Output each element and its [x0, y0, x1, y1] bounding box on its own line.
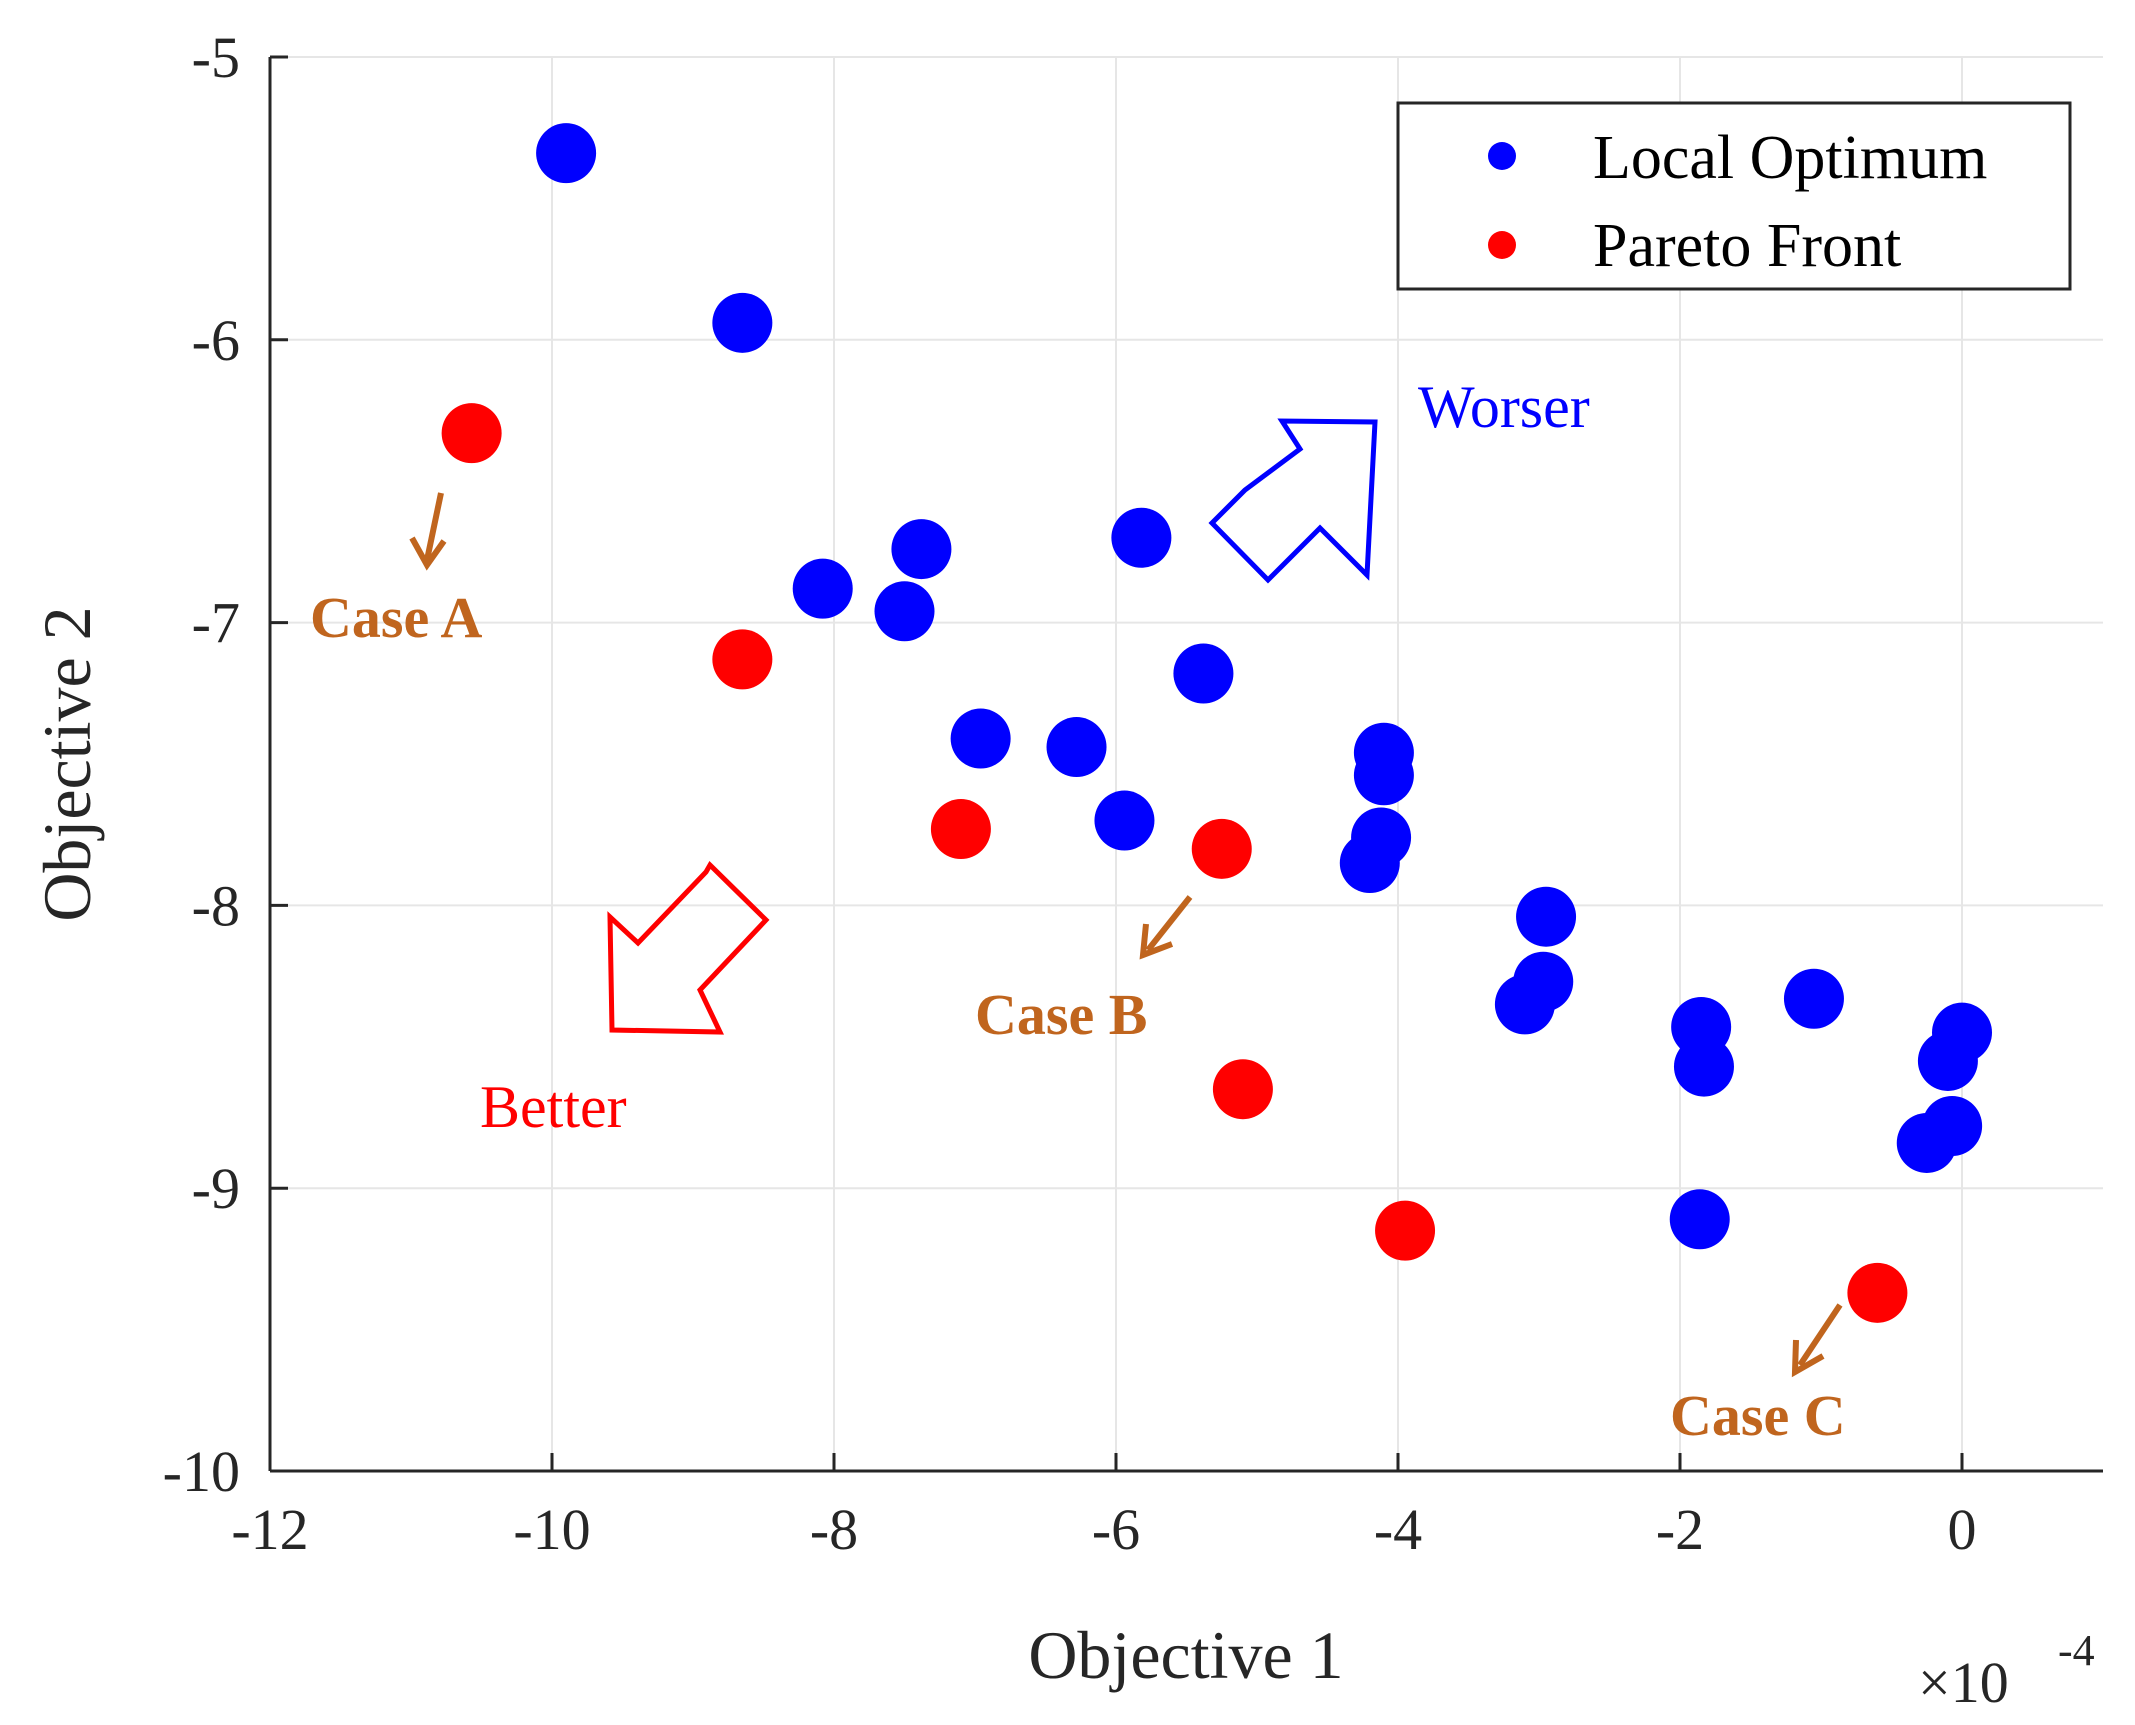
x-tick-label: -4 — [1374, 1497, 1422, 1562]
case-c-arrow — [1797, 1303, 1843, 1367]
point-local-optimum — [1783, 968, 1844, 1029]
y-tick-label: -10 — [163, 1439, 240, 1504]
x-tick-label: 0 — [1948, 1497, 1977, 1562]
svg-text:×10: ×10 — [1918, 1650, 2009, 1715]
svg-text:-4: -4 — [2058, 1626, 2095, 1675]
point-local-optimum — [950, 708, 1011, 769]
case-c-label: Case C — [1670, 1383, 1846, 1448]
legend-box — [1396, 101, 2072, 291]
legend-marker-local-optimum — [1488, 142, 1516, 170]
x-tick-label: -2 — [1656, 1497, 1704, 1562]
y-tick-label: -6 — [192, 308, 240, 373]
point-local-optimum — [712, 292, 773, 353]
case-b-arrow — [1145, 895, 1193, 952]
x-tick-label: -8 — [810, 1497, 858, 1562]
point-local-optimum — [1339, 832, 1400, 893]
x-axis-label: Objective 1 — [1028, 1617, 1343, 1693]
point-local-optimum — [1046, 717, 1107, 778]
point-local-optimum — [1669, 1189, 1730, 1250]
point-local-optimum — [792, 558, 853, 619]
point-pareto-front — [441, 403, 502, 464]
point-local-optimum — [1494, 974, 1555, 1035]
annotation-case-a: Case A — [310, 492, 483, 650]
y-tick-label: -8 — [192, 873, 240, 938]
data-points — [441, 123, 1992, 1323]
legend: Local Optimum Pareto Front — [1396, 101, 2072, 291]
axes: -12 -10 -8 -6 -4 -2 0-5-6-7-8-9-10 — [163, 25, 2103, 1562]
point-local-optimum — [1516, 886, 1577, 947]
legend-marker-pareto-front — [1488, 231, 1516, 259]
point-local-optimum — [1173, 643, 1234, 704]
point-pareto-front — [1212, 1059, 1273, 1120]
point-local-optimum — [891, 519, 952, 580]
point-local-optimum — [1111, 507, 1172, 568]
y-axis-label: Objective 2 — [29, 606, 105, 921]
y-tick-label: -5 — [192, 25, 240, 90]
annotation-case-b: Case B — [975, 895, 1193, 1047]
point-local-optimum — [536, 123, 597, 184]
annotation-worser: Worser — [1208, 374, 1590, 584]
point-local-optimum — [1094, 790, 1155, 851]
legend-label-pareto-front: Pareto Front — [1593, 212, 1901, 280]
worser-arrow-icon — [1208, 418, 1378, 584]
point-pareto-front — [1375, 1200, 1436, 1261]
annotation-case-c: Case C — [1670, 1303, 1846, 1448]
y-tick-label: -9 — [192, 1156, 240, 1221]
legend-label-local-optimum: Local Optimum — [1593, 124, 1987, 192]
case-b-label: Case B — [975, 982, 1147, 1047]
point-local-optimum — [1896, 1112, 1957, 1173]
case-a-label: Case A — [310, 585, 483, 650]
y-tick-label: -7 — [192, 591, 240, 656]
point-pareto-front — [1191, 818, 1252, 879]
point-local-optimum — [1353, 745, 1414, 806]
x-tick-label: -12 — [231, 1497, 308, 1562]
x-tick-label: -10 — [513, 1497, 590, 1562]
annotation-better: Better — [480, 860, 770, 1140]
point-pareto-front — [1847, 1262, 1908, 1323]
better-label: Better — [480, 1074, 627, 1140]
point-local-optimum — [1673, 1036, 1734, 1097]
point-local-optimum — [874, 581, 935, 642]
point-pareto-front — [930, 799, 991, 860]
x-axis-multiplier: ×10 -4 — [1918, 1626, 2095, 1715]
point-pareto-front — [712, 629, 773, 690]
worser-label: Worser — [1418, 374, 1590, 440]
better-arrow-icon — [607, 860, 770, 1035]
point-local-optimum — [1917, 1030, 1978, 1091]
x-tick-label: -6 — [1092, 1497, 1140, 1562]
case-a-arrow — [424, 492, 444, 561]
